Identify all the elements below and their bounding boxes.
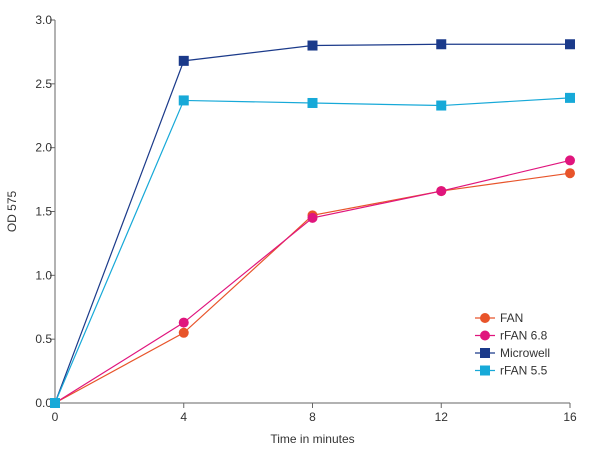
legend-item: Microwell — [475, 346, 550, 360]
legend-item: rFAN 5.5 — [475, 364, 548, 378]
x-tick-label: 4 — [180, 410, 187, 424]
legend: FAN rFAN 6.8 Microwell rFAN 5.5 — [475, 311, 550, 378]
data-point — [565, 155, 575, 166]
series-microwell — [50, 39, 575, 408]
series-rfan-5-5 — [50, 92, 575, 408]
series-rfan-6-8 — [50, 155, 575, 408]
data-point — [50, 398, 60, 408]
x-tick-label: 12 — [435, 410, 449, 424]
y-tick-label: 0.0 — [35, 396, 52, 410]
legend-marker — [480, 330, 490, 341]
legend-label: rFAN 5.5 — [500, 364, 548, 378]
x-axis-title: Time in minutes — [270, 432, 354, 446]
data-point — [307, 212, 318, 223]
legend-label: Microwell — [500, 346, 550, 360]
legend-label: rFAN 6.8 — [500, 329, 548, 343]
y-tick-label: 2.5 — [35, 77, 52, 91]
data-point — [178, 95, 189, 106]
data-point — [436, 39, 447, 50]
y-tick-label: 2.0 — [35, 141, 52, 155]
data-point — [436, 100, 447, 111]
legend-marker — [480, 348, 490, 358]
legend-marker — [480, 313, 490, 323]
y-axis-title: OD 575 — [5, 190, 19, 232]
data-point — [565, 92, 575, 103]
series-fan — [50, 168, 575, 408]
data-point — [178, 317, 189, 328]
y-ticks: 0.0 0.5 1.0 1.5 2.0 2.5 3.0 — [35, 13, 55, 410]
legend-label: FAN — [500, 311, 523, 325]
legend-item: FAN — [475, 311, 523, 325]
series-line — [54, 97, 571, 404]
data-point — [565, 168, 575, 179]
y-tick-label: 0.5 — [35, 332, 52, 346]
y-tick-label: 3.0 — [35, 13, 52, 27]
data-point — [565, 39, 575, 50]
data-point — [307, 40, 318, 51]
legend-item: rFAN 6.8 — [475, 329, 548, 343]
data-point — [178, 327, 189, 338]
series-layer — [50, 39, 575, 408]
x-tick-label: 8 — [309, 410, 316, 424]
y-tick-label: 1.0 — [35, 268, 52, 282]
data-point — [178, 55, 189, 66]
x-ticks: 0 4 8 12 16 — [52, 403, 577, 424]
data-point — [436, 186, 447, 197]
data-point — [307, 97, 318, 108]
series-line — [54, 172, 571, 404]
legend-marker — [480, 365, 490, 376]
y-tick-label: 1.5 — [35, 205, 52, 219]
x-tick-label: 0 — [52, 410, 59, 424]
x-tick-label: 16 — [563, 410, 577, 424]
